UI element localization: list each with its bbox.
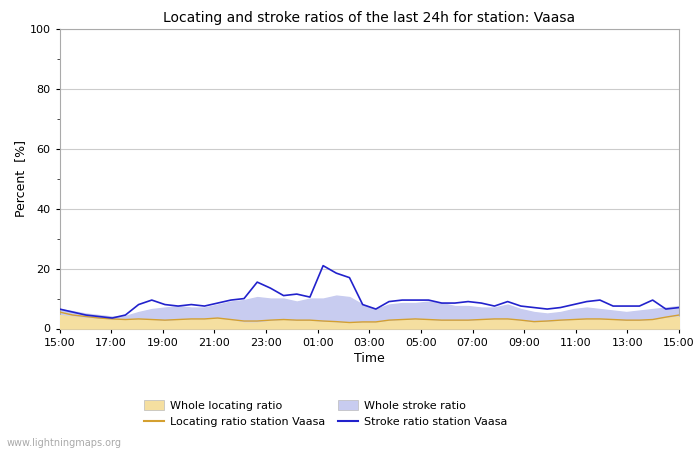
Legend: Whole locating ratio, Locating ratio station Vaasa, Whole stroke ratio, Stroke r: Whole locating ratio, Locating ratio sta… [144,400,508,427]
Title: Locating and stroke ratios of the last 24h for station: Vaasa: Locating and stroke ratios of the last 2… [163,11,575,25]
Text: www.lightningmaps.org: www.lightningmaps.org [7,438,122,448]
Y-axis label: Percent  [%]: Percent [%] [14,140,27,217]
X-axis label: Time: Time [354,352,384,365]
